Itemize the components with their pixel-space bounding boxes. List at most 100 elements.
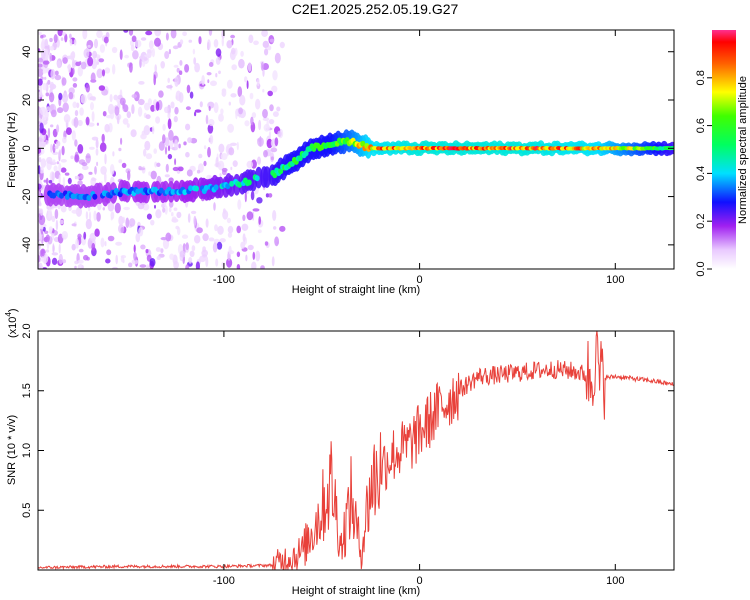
noise-speckle (44, 76, 47, 80)
noise-speckle (125, 217, 130, 229)
ridge-core (254, 175, 260, 182)
noise-speckle (150, 170, 157, 180)
noise-speckle (38, 183, 42, 190)
noise-speckle (38, 165, 41, 175)
noise-speckle (160, 237, 167, 241)
noise-speckle (111, 46, 118, 54)
noise-speckle (154, 161, 158, 168)
noise-speckle (198, 36, 202, 45)
noise-speckle (53, 34, 58, 43)
noise-speckle (96, 212, 101, 222)
noise-speckle (193, 215, 197, 226)
ridge-core (237, 181, 243, 188)
noise-speckle (40, 142, 46, 147)
noise-speckle (83, 254, 89, 261)
noise-speckle (207, 39, 211, 50)
noise-speckle (49, 37, 53, 43)
noise-speckle (51, 171, 55, 183)
noise-speckle (216, 241, 223, 250)
noise-speckle (140, 37, 147, 41)
noise-speckle (38, 91, 41, 101)
noise-speckle (171, 216, 177, 223)
spectrogram-xtick-label: -100 (213, 274, 235, 286)
snr-frame (37, 330, 675, 571)
noise-speckle (78, 248, 84, 253)
noise-speckle (85, 83, 91, 93)
noise-speckle (44, 230, 49, 234)
noise-speckle (38, 157, 42, 163)
ridge-core (92, 193, 98, 200)
noise-speckle (90, 102, 94, 111)
noise-speckle (246, 160, 254, 169)
noise-speckle (227, 123, 235, 133)
noise-speckle (274, 52, 281, 64)
noise-speckle (271, 256, 275, 267)
noise-speckle (65, 127, 72, 135)
noise-speckle (92, 50, 98, 59)
noise-speckle (201, 75, 205, 86)
noise-speckle (146, 213, 152, 220)
noise-speckle (62, 31, 66, 36)
noise-speckle (115, 241, 122, 246)
noise-speckle (43, 179, 47, 183)
noise-speckle (262, 108, 268, 119)
noise-speckle (226, 79, 233, 89)
noise-speckle (63, 114, 71, 123)
noise-speckle (273, 226, 277, 230)
noise-speckle (122, 118, 129, 125)
noise-speckle (83, 48, 90, 59)
noise-speckle (255, 98, 261, 110)
noise-speckle (145, 114, 151, 120)
noise-speckle (39, 84, 43, 94)
noise-speckle (54, 74, 62, 81)
noise-speckle (91, 177, 97, 181)
noise-speckle (71, 209, 79, 214)
noise-speckle (272, 111, 279, 117)
noise-speckle (236, 251, 241, 258)
noise-speckle (144, 140, 151, 151)
snr-ytick-label: 1.5 (21, 383, 33, 398)
noise-speckle (49, 52, 53, 62)
noise-speckle (167, 153, 173, 160)
noise-speckle (238, 58, 245, 69)
noise-speckle (60, 167, 67, 173)
noise-speckle (196, 169, 201, 174)
noise-speckle (74, 260, 79, 265)
noise-speckle (208, 237, 215, 242)
noise-speckle (219, 173, 222, 177)
noise-speckle (237, 86, 243, 98)
spectrogram-ytick-label: 0 (21, 145, 33, 151)
noise-speckle (215, 48, 222, 57)
noise-speckle (260, 265, 265, 269)
noise-speckle (155, 247, 161, 252)
noise-speckle (137, 106, 143, 117)
noise-speckle (89, 232, 97, 242)
noise-speckle (248, 34, 254, 44)
noise-speckle (173, 64, 179, 68)
noise-speckle (139, 58, 142, 68)
colorbar-tick-label: 0.6 (695, 118, 707, 133)
noise-speckle (268, 119, 275, 125)
noise-speckle (155, 209, 162, 219)
noise-speckle (160, 61, 165, 69)
noise-speckle (220, 153, 228, 160)
spectrogram-ytick-label: -40 (21, 237, 33, 253)
noise-speckle (58, 92, 63, 101)
noise-speckle (174, 139, 179, 151)
noise-speckle (207, 124, 214, 134)
noise-speckle (38, 147, 42, 154)
noise-speckle (226, 217, 231, 224)
noise-speckle (238, 107, 244, 115)
noise-speckle (41, 49, 46, 60)
spectrogram-xlabel: Height of straight line (km) (292, 284, 420, 296)
noise-speckle (207, 101, 215, 109)
noise-speckle (85, 211, 89, 220)
noise-speckle (49, 45, 55, 51)
noise-speckle (167, 112, 171, 119)
noise-speckle (220, 108, 224, 115)
noise-speckle (237, 199, 242, 210)
noise-speckle (264, 48, 269, 56)
noise-speckle (145, 249, 149, 254)
ridge-core (194, 185, 199, 192)
noise-speckle (260, 61, 264, 71)
